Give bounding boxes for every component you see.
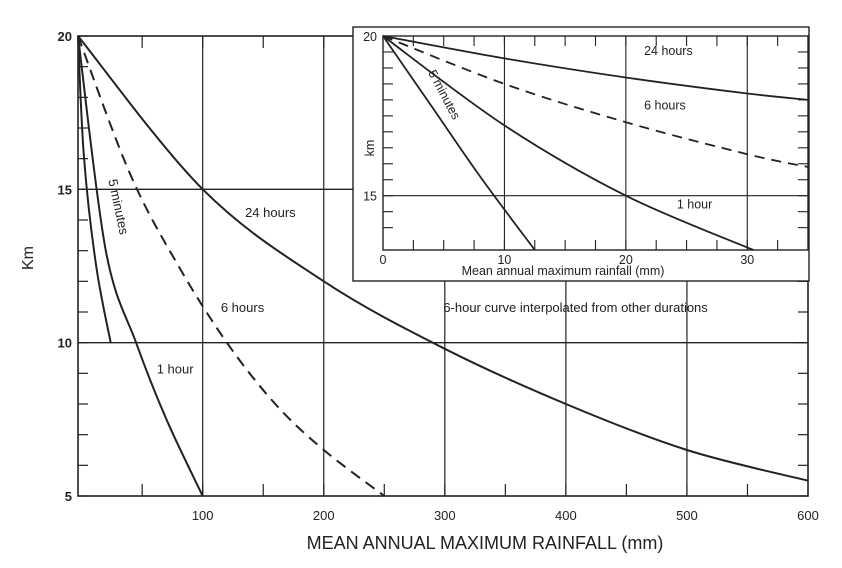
- x-tick-label-400: 400: [555, 508, 577, 523]
- series-label-5-minutes: 5 minutes: [105, 178, 131, 237]
- inset-y-tick-label-20: 20: [363, 30, 377, 44]
- series-line-5-minutes: [77, 35, 112, 343]
- inset-series-line-24-hours: [382, 35, 809, 101]
- inset-y-tick-label-15: 15: [363, 190, 377, 204]
- inset-series-label-6-hours: 6 hours: [644, 98, 686, 112]
- inset-panel: [352, 26, 810, 282]
- inset-x-tick-label-20: 20: [619, 253, 633, 267]
- y-axis-title: Km: [20, 246, 37, 270]
- inset-series-line-6-hours: [382, 35, 809, 168]
- y-tick-label-5: 5: [65, 489, 72, 504]
- series-line-24-hours: [77, 35, 809, 482]
- y-tick-label-20: 20: [58, 29, 72, 44]
- chart-note: 6-hour curve interpolated from other dur…: [443, 300, 708, 315]
- x-tick-label-300: 300: [434, 508, 456, 523]
- inset-series-label-24-hours: 24 hours: [644, 44, 693, 58]
- x-tick-label-500: 500: [676, 508, 698, 523]
- series-label-24-hours: 24 hours: [245, 205, 296, 220]
- inset-x-tick-label-0: 0: [380, 253, 387, 267]
- y-tick-label-10: 10: [58, 336, 72, 351]
- inset-x-tick-label-10: 10: [497, 253, 511, 267]
- series-label-1-hour: 1 hour: [157, 361, 195, 376]
- inset-x-axis-title: Mean annual maximum rainfall (mm): [462, 264, 665, 278]
- series-line-6-hours: [77, 35, 385, 497]
- inset-x-tick-label-30: 30: [740, 253, 754, 267]
- inset-series-label-1-hour: 1 hour: [677, 197, 712, 211]
- x-axis-title: MEAN ANNUAL MAXIMUM RAINFALL (mm): [307, 533, 664, 553]
- x-tick-label-100: 100: [192, 508, 214, 523]
- series-label-6-hours: 6 hours: [221, 300, 265, 315]
- y-tick-label-15: 15: [58, 182, 72, 197]
- x-tick-label-600: 600: [797, 508, 819, 523]
- inset-series-line-5-minutes: [382, 35, 536, 251]
- x-tick-label-200: 200: [313, 508, 335, 523]
- inset-series-line-1-hour: [382, 35, 754, 251]
- series-line-1-hour: [77, 35, 204, 497]
- inset-y-axis-title: km: [363, 140, 377, 157]
